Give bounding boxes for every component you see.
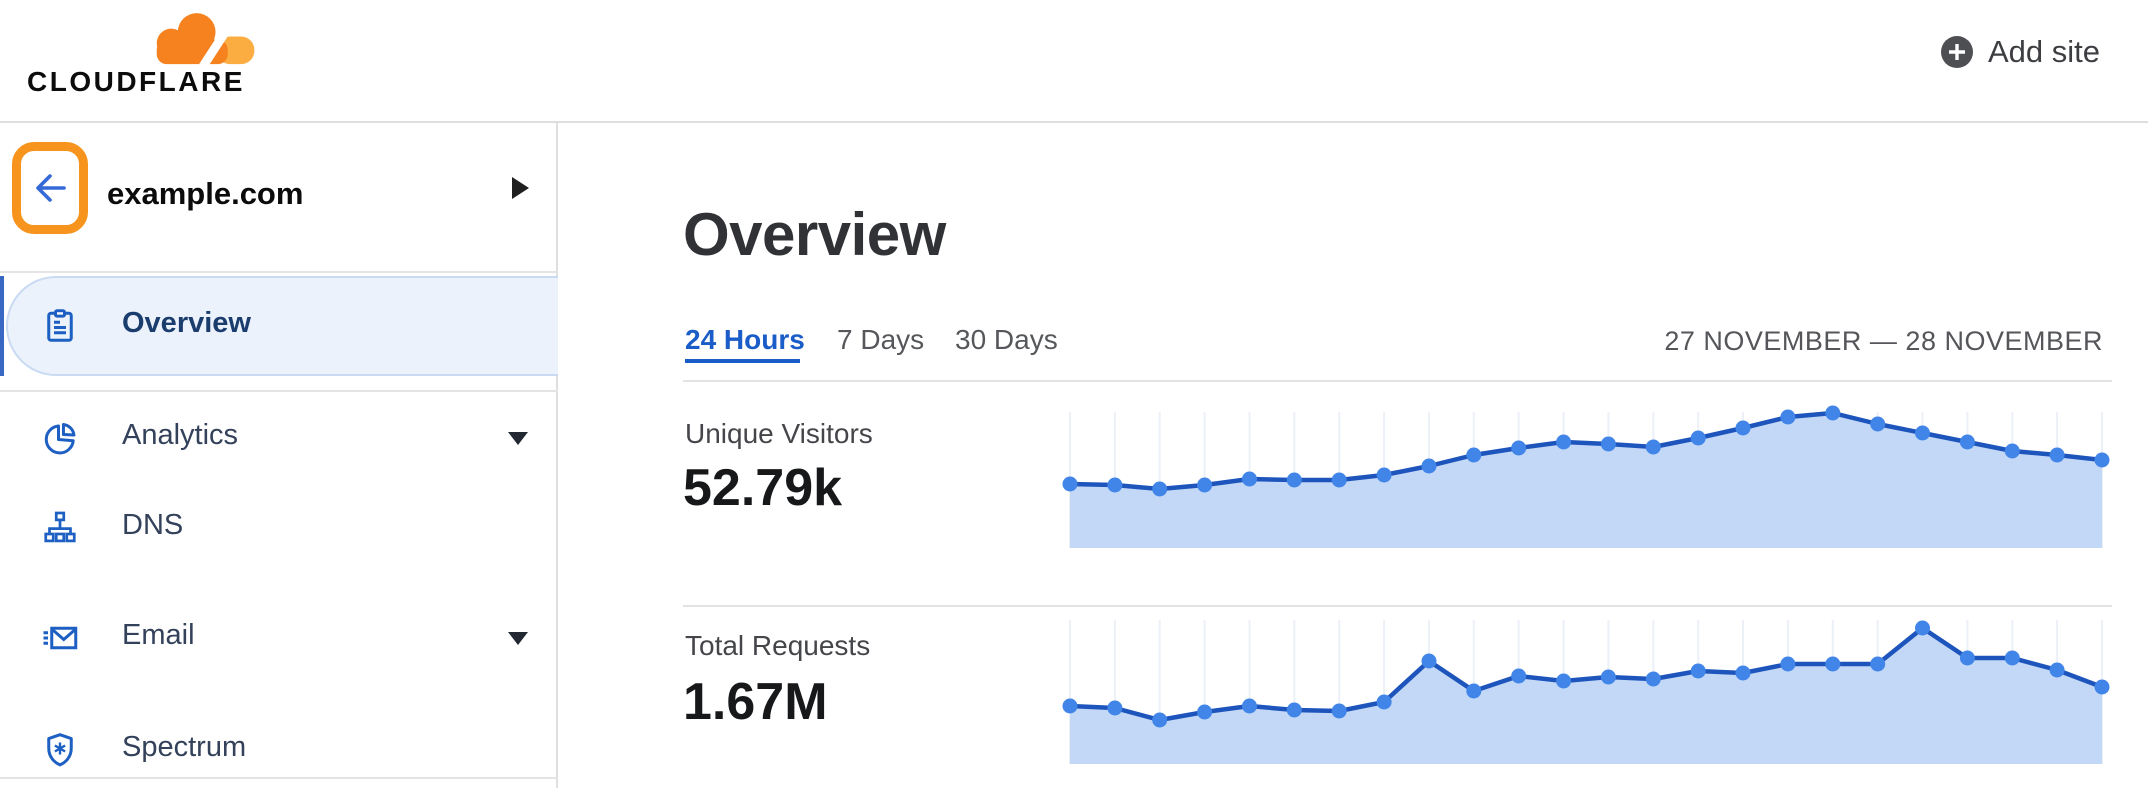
total-requests-chart xyxy=(1060,615,2112,770)
sidebar-item-spectrum[interactable]: Spectrum xyxy=(0,700,558,788)
sidebar-item-email[interactable]: Email xyxy=(0,588,558,688)
sidebar-item-label: Analytics xyxy=(122,419,239,451)
plus-circle-icon xyxy=(1940,36,1973,68)
top-header: CLOUDFLARE Add site xyxy=(0,0,2148,123)
section-divider xyxy=(683,605,2112,607)
site-name: example.com xyxy=(107,176,304,211)
cloudflare-cloud-logo xyxy=(156,13,255,68)
add-site-button[interactable]: Add site xyxy=(1940,34,2100,70)
sidebar-item-dns[interactable]: DNS xyxy=(0,478,558,578)
sidebar-item-label: Email xyxy=(122,619,195,651)
sidebar-item-label: Spectrum xyxy=(122,731,247,763)
clipboard-icon xyxy=(47,309,73,342)
shield-icon xyxy=(47,733,73,767)
unique-visitors-chart xyxy=(1060,405,2112,552)
active-tab-underline xyxy=(685,359,800,363)
add-site-label: Add site xyxy=(1987,34,2100,69)
unique-visitors-label: Unique Visitors xyxy=(685,418,873,449)
total-requests-value: 1.67M xyxy=(683,673,828,731)
sidebar-divider xyxy=(0,390,558,392)
tab-7-days[interactable]: 7 Days xyxy=(837,324,925,355)
caret-down-icon xyxy=(508,632,528,645)
email-icon xyxy=(43,626,78,650)
sidebar-divider xyxy=(0,777,558,779)
site-sidebar: example.com Overview Analytics xyxy=(0,123,558,788)
back-arrow-icon xyxy=(36,174,66,202)
brand-wordmark: CLOUDFLARE xyxy=(27,66,245,97)
date-range: 27 NOVEMBER — 28 NOVEMBER xyxy=(1664,326,2103,356)
unique-visitors-value: 52.79k xyxy=(683,459,843,517)
sidebar-divider xyxy=(0,271,558,273)
tab-24-hours[interactable]: 24 Hours xyxy=(685,324,805,355)
sidebar-item-overview[interactable]: Overview xyxy=(0,276,558,376)
sitemap-icon xyxy=(44,511,76,543)
pie-chart-icon xyxy=(44,423,76,455)
section-divider xyxy=(683,380,2112,382)
sidebar-item-analytics[interactable]: Analytics xyxy=(0,388,558,488)
tab-30-days[interactable]: 30 Days xyxy=(955,324,1058,355)
sidebar-item-label: Overview xyxy=(122,307,251,339)
selected-accent-bar xyxy=(0,276,4,376)
caret-down-icon xyxy=(508,432,528,445)
caret-right-icon[interactable] xyxy=(512,177,529,199)
sidebar-item-label: DNS xyxy=(122,509,184,541)
back-button[interactable] xyxy=(12,142,88,234)
selected-pill xyxy=(6,276,558,376)
total-requests-label: Total Requests xyxy=(685,630,871,661)
page-title: Overview xyxy=(683,201,946,268)
cloudflare-logo[interactable]: CLOUDFLARE xyxy=(27,4,267,100)
